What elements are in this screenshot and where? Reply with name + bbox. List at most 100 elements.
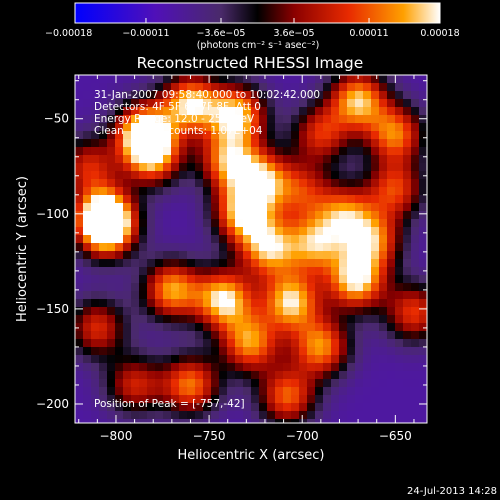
heatmap-cell bbox=[83, 195, 92, 204]
heatmap-cell bbox=[363, 267, 372, 276]
heatmap-cell bbox=[131, 387, 140, 396]
heatmap-cell bbox=[107, 275, 116, 284]
heatmap-cell bbox=[315, 227, 324, 236]
heatmap-cell bbox=[155, 251, 164, 260]
heatmap-cell bbox=[355, 411, 364, 420]
heatmap-cell bbox=[195, 371, 204, 380]
heatmap-cell bbox=[179, 411, 188, 420]
heatmap-cell bbox=[355, 99, 364, 108]
heatmap-cell bbox=[107, 179, 116, 188]
heatmap-cell bbox=[123, 235, 132, 244]
heatmap-cell bbox=[371, 171, 380, 180]
heatmap-cell bbox=[139, 355, 148, 364]
heatmap-cell bbox=[83, 147, 92, 156]
heatmap-cell bbox=[403, 387, 412, 396]
heatmap-cell bbox=[419, 315, 427, 324]
heatmap-cell bbox=[339, 243, 348, 252]
heatmap-cell bbox=[171, 419, 180, 423]
heatmap-cell bbox=[179, 339, 188, 348]
heatmap-cell bbox=[171, 243, 180, 252]
heatmap-cell bbox=[115, 307, 124, 316]
heatmap-cell bbox=[355, 235, 364, 244]
heatmap-cell bbox=[339, 115, 348, 124]
heatmap-cell bbox=[83, 315, 92, 324]
heatmap-cell bbox=[291, 291, 300, 300]
heatmap-cell bbox=[243, 171, 252, 180]
heatmap-cell bbox=[171, 219, 180, 228]
heatmap-cell bbox=[155, 363, 164, 372]
heatmap-cell bbox=[227, 107, 236, 116]
heatmap-cell bbox=[163, 339, 172, 348]
heatmap-cell bbox=[203, 419, 212, 423]
heatmap-cell bbox=[187, 363, 196, 372]
heatmap-cell bbox=[83, 259, 92, 268]
heatmap-cell bbox=[147, 83, 156, 92]
heatmap-cell bbox=[211, 115, 220, 124]
heatmap-cell bbox=[291, 315, 300, 324]
heatmap-cell bbox=[331, 291, 340, 300]
heatmap-cell bbox=[331, 363, 340, 372]
heatmap-cell bbox=[347, 347, 356, 356]
heatmap-cell bbox=[363, 171, 372, 180]
heatmap-cell bbox=[203, 115, 212, 124]
heatmap-cell bbox=[387, 347, 396, 356]
heatmap-cell bbox=[251, 75, 260, 84]
heatmap-cell bbox=[267, 403, 276, 412]
heatmap-cell bbox=[115, 267, 124, 276]
heatmap-cell bbox=[419, 91, 427, 100]
heatmap-cell bbox=[403, 363, 412, 372]
heatmap-cell bbox=[115, 139, 124, 148]
heatmap-cell bbox=[403, 131, 412, 140]
heatmap-cell bbox=[395, 363, 404, 372]
heatmap-cell bbox=[291, 171, 300, 180]
heatmap-cell bbox=[315, 131, 324, 140]
heatmap-cell bbox=[291, 411, 300, 420]
heatmap-cell bbox=[99, 259, 108, 268]
heatmap-cell bbox=[131, 75, 140, 84]
heatmap-cell bbox=[155, 187, 164, 196]
heatmap-cell bbox=[195, 299, 204, 308]
heatmap-cell bbox=[315, 219, 324, 228]
heatmap-cell bbox=[347, 123, 356, 132]
heatmap-cell bbox=[299, 291, 308, 300]
heatmap-cell bbox=[163, 187, 172, 196]
heatmap-cell bbox=[379, 171, 388, 180]
heatmap-cell bbox=[131, 347, 140, 356]
heatmap-cell bbox=[147, 371, 156, 380]
heatmap-cell bbox=[235, 139, 244, 148]
heatmap-cell bbox=[339, 107, 348, 116]
heatmap-cell bbox=[115, 419, 124, 423]
heatmap-cell bbox=[179, 315, 188, 324]
heatmap-cell bbox=[131, 139, 140, 148]
heatmap-cell bbox=[131, 299, 140, 308]
heatmap-cell bbox=[275, 395, 284, 404]
heatmap-cell bbox=[315, 155, 324, 164]
heatmap-cell bbox=[419, 99, 427, 108]
heatmap-cell bbox=[243, 315, 252, 324]
heatmap-cell bbox=[115, 187, 124, 196]
heatmap-cell bbox=[291, 283, 300, 292]
heatmap-cell bbox=[147, 419, 156, 423]
heatmap-cell bbox=[107, 259, 116, 268]
colorbar-ticks: −0.00018 −0.00011 −3.6e−05 3.6e−05 0.00011 0.… bbox=[45, 18, 460, 39]
heatmap-cell bbox=[195, 171, 204, 180]
colorbar-unit-label: (photons cm⁻² s⁻¹ asec⁻²) bbox=[197, 40, 320, 51]
heatmap-cell bbox=[371, 131, 380, 140]
heatmap-cell bbox=[179, 219, 188, 228]
heatmap-cell bbox=[203, 147, 212, 156]
heatmap-cell bbox=[99, 267, 108, 276]
heatmap-cell bbox=[291, 83, 300, 92]
heatmap-cell bbox=[91, 83, 100, 92]
heatmap-cell bbox=[131, 243, 140, 252]
heatmap-cell bbox=[227, 323, 236, 332]
heatmap-cell bbox=[171, 411, 180, 420]
heatmap-cell bbox=[219, 355, 228, 364]
heatmap-cell bbox=[355, 179, 364, 188]
heatmap-cell bbox=[283, 155, 292, 164]
heatmap-cell bbox=[163, 419, 172, 423]
heatmap-cell bbox=[99, 91, 108, 100]
heatmap-cell bbox=[291, 155, 300, 164]
heatmap-cell bbox=[387, 83, 396, 92]
heatmap-cell bbox=[259, 107, 268, 116]
heatmap-cell bbox=[251, 355, 260, 364]
